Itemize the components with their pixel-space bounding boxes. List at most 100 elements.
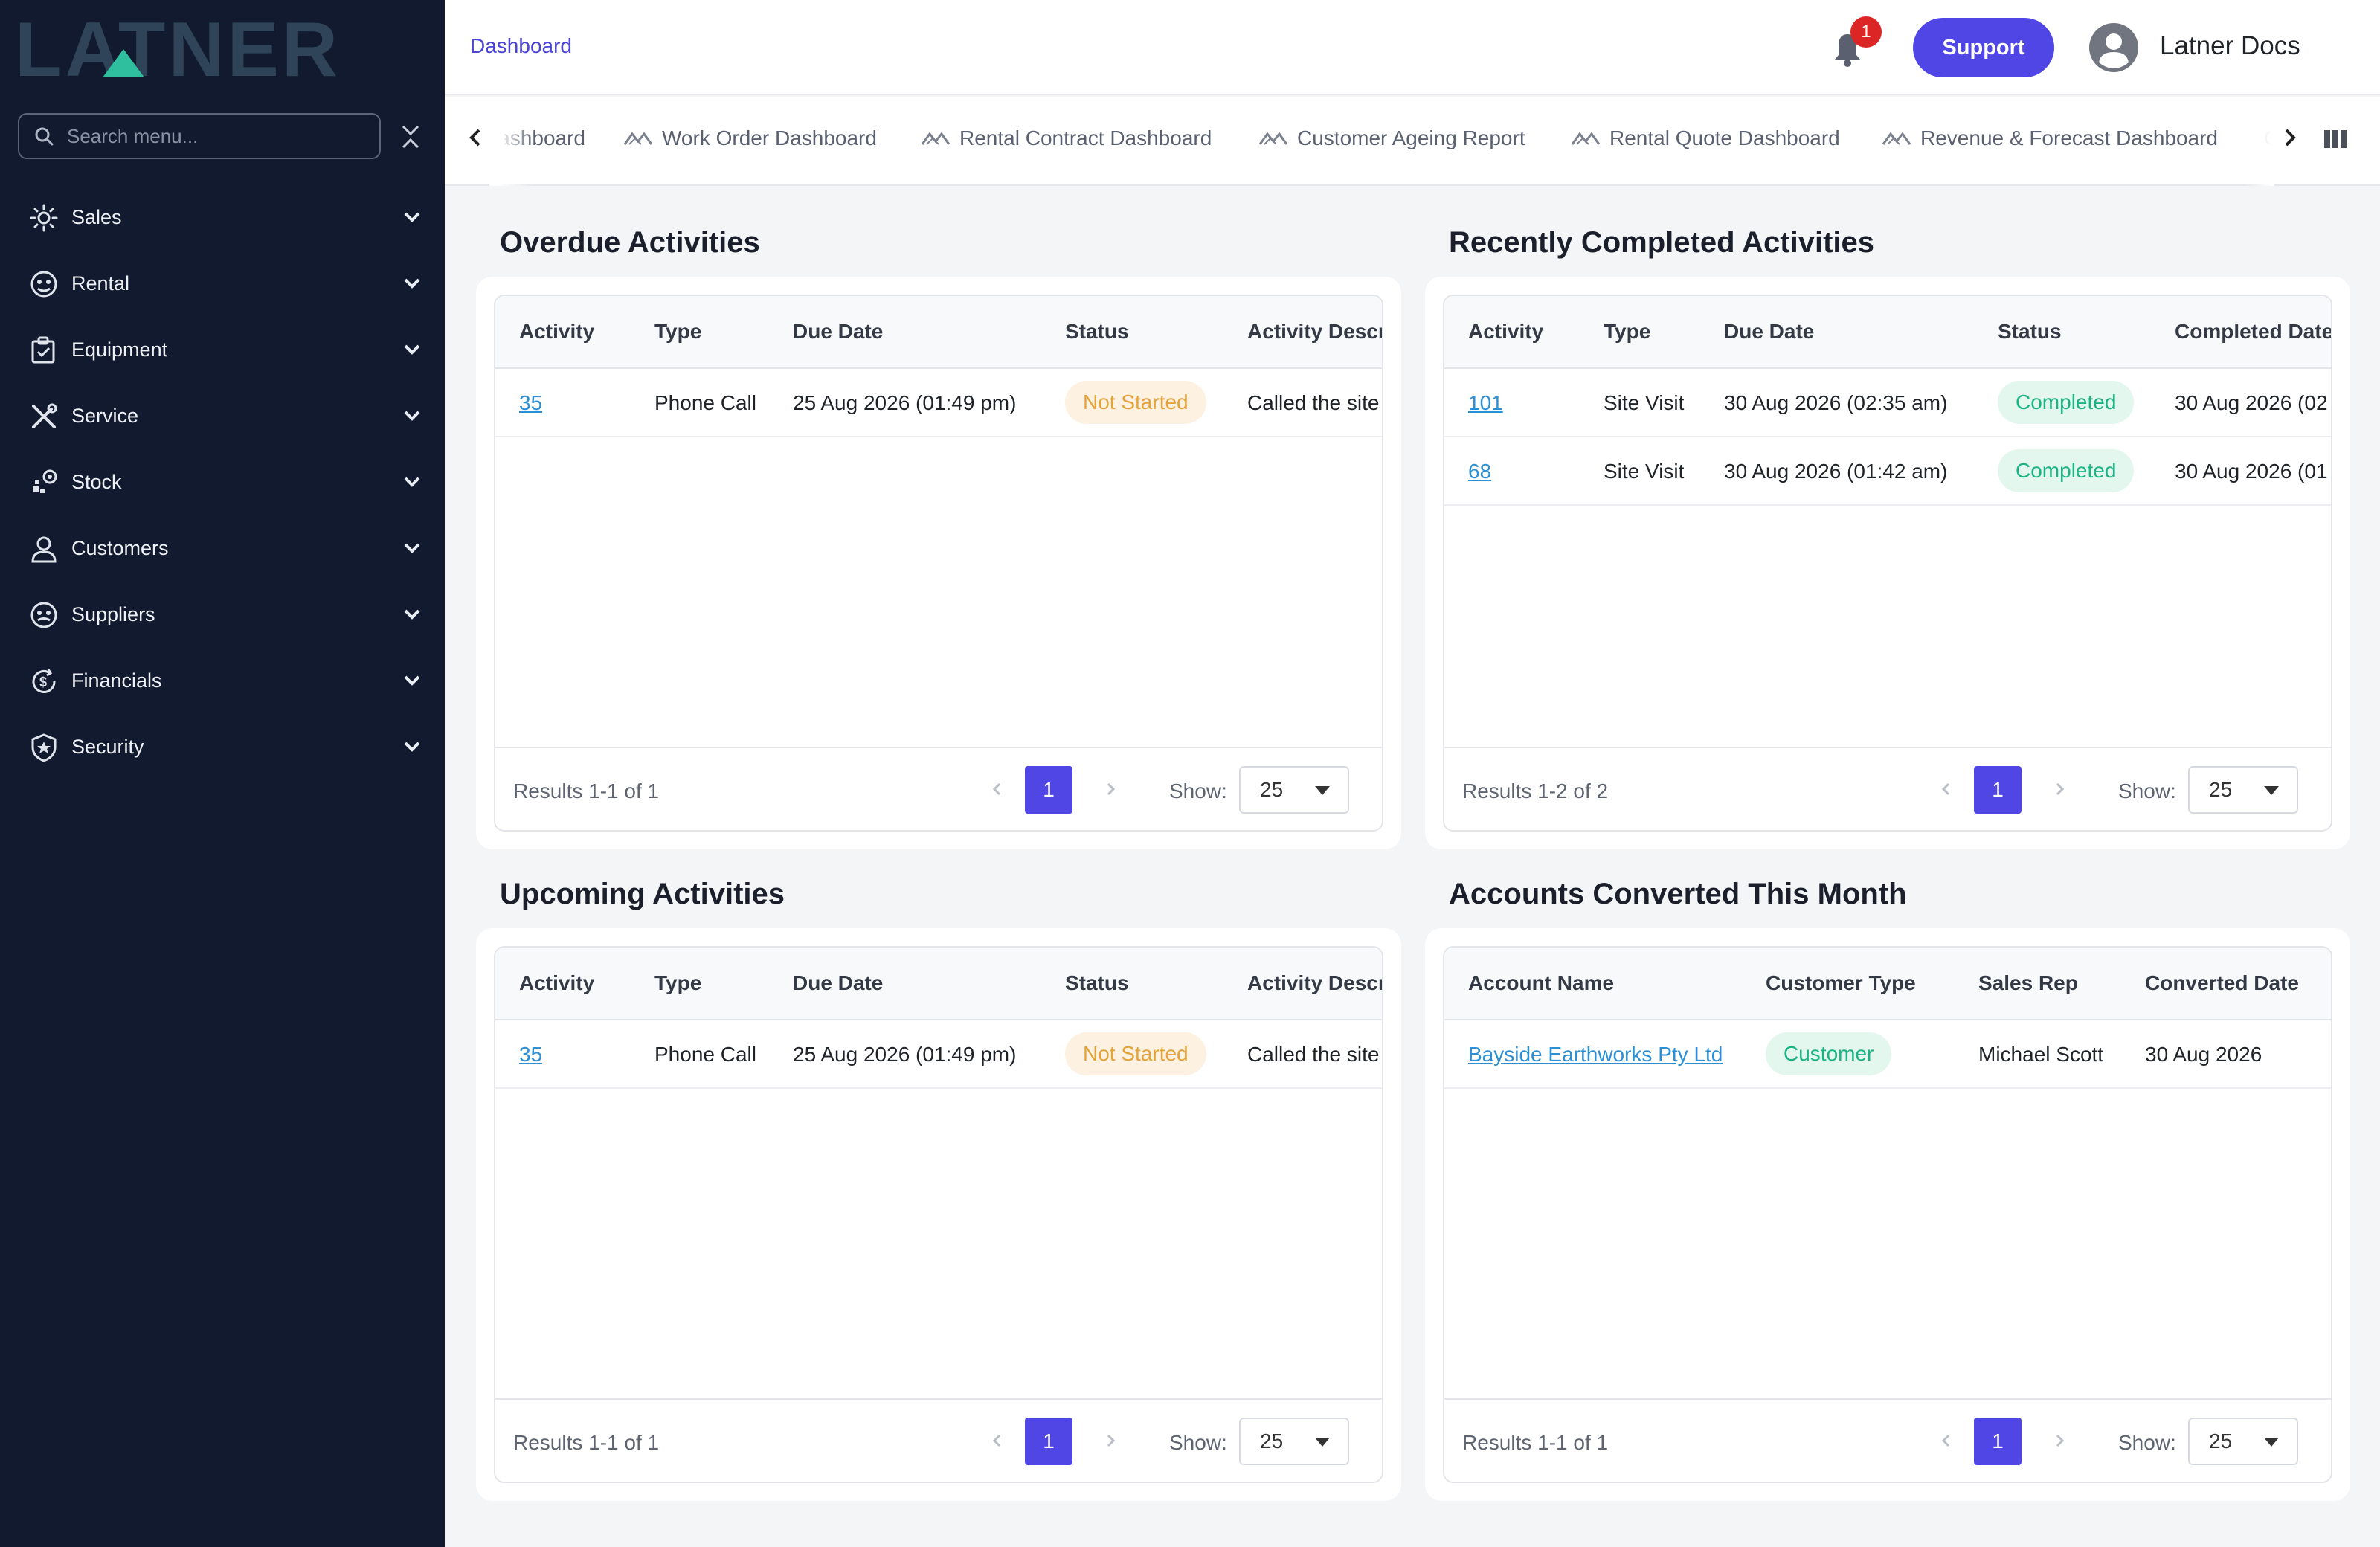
- collapse-sidebar-icon[interactable]: [399, 122, 422, 152]
- column-header[interactable]: Type: [654, 971, 702, 994]
- accounts-converted-card: Account Name Customer Type Sales Rep Con…: [1425, 928, 2350, 1501]
- sidebar-menu: Sales Rental Equipment Service: [0, 184, 445, 780]
- search-icon: [35, 127, 54, 146]
- page-size-value: 25: [1260, 778, 1284, 801]
- chevron-left-icon[interactable]: [1938, 776, 1953, 802]
- tab-rental-contract-dashboard[interactable]: Rental Contract Dashboard: [921, 126, 1212, 150]
- account-link[interactable]: Bayside Earthworks Pty Ltd: [1468, 1043, 1723, 1066]
- show-label: Show:: [1169, 1431, 1227, 1454]
- columns-layout-icon[interactable]: [2323, 128, 2347, 150]
- upcoming-activities-table: Activity Type Due Date Status Activity D…: [494, 946, 1383, 1483]
- page-size-select[interactable]: 25: [1239, 766, 1349, 814]
- caret-down-icon: [1315, 786, 1330, 795]
- activity-link[interactable]: 35: [519, 1043, 543, 1066]
- due-date-cell: 25 Aug 2026 (01:49 pm): [793, 1043, 1017, 1066]
- table-row[interactable]: 101 Site Visit 30 Aug 2026 (02:35 am) Co…: [1444, 369, 2331, 437]
- column-header[interactable]: Status: [1998, 320, 2062, 343]
- converted-date-cell: 30 Aug 2026: [2145, 1043, 2262, 1066]
- sidebar-item-security[interactable]: Security: [0, 714, 445, 780]
- sidebar-item-label: Rental: [71, 272, 130, 295]
- page-button[interactable]: 1: [1025, 766, 1072, 814]
- table-row[interactable]: 35 Phone Call 25 Aug 2026 (01:49 pm) Not…: [495, 369, 1382, 437]
- chevron-right-icon[interactable]: [2280, 126, 2300, 149]
- column-header[interactable]: Activity: [519, 971, 595, 994]
- menu-search[interactable]: [18, 113, 381, 159]
- table-header: Activity Type Due Date Status Completed …: [1444, 296, 2331, 369]
- table-row[interactable]: 35 Phone Call 25 Aug 2026 (01:49 pm) Not…: [495, 1020, 1382, 1089]
- column-header[interactable]: Status: [1065, 971, 1129, 994]
- chevron-left-icon[interactable]: [989, 776, 1004, 802]
- column-header[interactable]: Activity: [519, 320, 595, 343]
- column-header[interactable]: Completed Date: [2175, 320, 2332, 343]
- column-header[interactable]: Customer Type: [1766, 971, 1916, 994]
- column-header[interactable]: Due Date: [793, 971, 884, 994]
- column-header[interactable]: Converted Date: [2145, 971, 2299, 994]
- column-header[interactable]: Status: [1065, 320, 1129, 343]
- activity-link[interactable]: 35: [519, 391, 543, 414]
- page-button[interactable]: 1: [1025, 1418, 1072, 1465]
- customer-type-badge: Customer: [1766, 1032, 1892, 1075]
- column-header[interactable]: Type: [654, 320, 702, 343]
- avatar[interactable]: [2088, 22, 2139, 73]
- sidebar-item-customers[interactable]: Customers: [0, 515, 445, 582]
- table-row[interactable]: 68 Site Visit 30 Aug 2026 (01:42 am) Com…: [1444, 437, 2331, 506]
- description-cell: Called the site: [1247, 391, 1380, 414]
- status-badge: Completed: [1998, 381, 2135, 424]
- status-badge: Not Started: [1065, 1032, 1206, 1075]
- column-header[interactable]: Type: [1604, 320, 1651, 343]
- sidebar-item-rental[interactable]: Rental: [0, 251, 445, 317]
- activity-link[interactable]: 101: [1468, 391, 1503, 414]
- status-badge: Not Started: [1065, 381, 1206, 424]
- activity-link[interactable]: 68: [1468, 460, 1492, 483]
- accounts-converted-table: Account Name Customer Type Sales Rep Con…: [1443, 946, 2332, 1483]
- user-name[interactable]: Latner Docs: [2160, 31, 2300, 60]
- column-header[interactable]: Activity Descr: [1247, 320, 1383, 343]
- dashboard-tab-icon: [623, 132, 653, 145]
- caret-down-icon: [1315, 1438, 1330, 1447]
- tab-revenue-forecast-dashboard[interactable]: Revenue & Forecast Dashboard: [1882, 126, 2218, 150]
- svg-text:LATNER: LATNER: [15, 15, 341, 82]
- tab-work-order-dashboard[interactable]: Work Order Dashboard: [623, 126, 877, 150]
- tab-label: Work Order Dashboard: [662, 126, 877, 149]
- chevron-right-icon[interactable]: [1104, 1428, 1119, 1453]
- sidebar-item-stock[interactable]: Stock: [0, 449, 445, 515]
- chevron-right-icon[interactable]: [2053, 776, 2068, 802]
- tab-rental-quote-dashboard[interactable]: Rental Quote Dashboard: [1571, 126, 1840, 150]
- sidebar-item-financials[interactable]: $ Financials: [0, 648, 445, 714]
- page-button[interactable]: 1: [1974, 766, 2022, 814]
- chevron-left-icon[interactable]: [989, 1428, 1004, 1453]
- search-input[interactable]: [67, 124, 350, 148]
- column-header[interactable]: Account Name: [1468, 971, 1615, 994]
- sidebar-item-label: Sales: [71, 206, 122, 228]
- latner-logo[interactable]: LATNER: [15, 15, 416, 82]
- results-count: Results 1-1 of 1: [513, 1431, 660, 1454]
- page-button[interactable]: 1: [1974, 1418, 2022, 1465]
- suppliers-icon: [28, 599, 60, 631]
- caret-down-icon: [2264, 1438, 2279, 1447]
- chevron-down-icon: [404, 609, 420, 620]
- sidebar-item-suppliers[interactable]: Suppliers: [0, 582, 445, 648]
- sidebar-item-service[interactable]: Service: [0, 383, 445, 449]
- column-header[interactable]: Activity Descr: [1247, 971, 1383, 994]
- chevron-right-icon[interactable]: [2053, 1428, 2068, 1453]
- page-size-select[interactable]: 25: [2188, 1418, 2298, 1465]
- page-size-select[interactable]: 25: [1239, 1418, 1349, 1465]
- overdue-activities-table: Activity Type Due Date Status Activity D…: [494, 295, 1383, 832]
- sidebar-item-equipment[interactable]: Equipment: [0, 317, 445, 383]
- support-button[interactable]: Support: [1913, 18, 2054, 77]
- chevron-down-icon: [404, 212, 420, 222]
- table-row[interactable]: Bayside Earthworks Pty Ltd Customer Mich…: [1444, 1020, 2331, 1089]
- page-size-select[interactable]: 25: [2188, 766, 2298, 814]
- page-size-value: 25: [1260, 1429, 1284, 1453]
- chevron-right-icon[interactable]: [1104, 776, 1119, 802]
- chevron-left-icon[interactable]: [1938, 1428, 1953, 1453]
- breadcrumb-dashboard[interactable]: Dashboard: [470, 34, 572, 57]
- sidebar-item-sales[interactable]: Sales: [0, 184, 445, 251]
- due-date-cell: 30 Aug 2026 (01:42 am): [1724, 460, 1948, 483]
- column-header[interactable]: Activity: [1468, 320, 1544, 343]
- column-header[interactable]: Sales Rep: [1978, 971, 2078, 994]
- column-header[interactable]: Due Date: [793, 320, 884, 343]
- tab-customer-ageing-report[interactable]: Customer Ageing Report: [1258, 126, 1525, 150]
- column-header[interactable]: Due Date: [1724, 320, 1815, 343]
- chevron-left-icon[interactable]: [466, 126, 485, 149]
